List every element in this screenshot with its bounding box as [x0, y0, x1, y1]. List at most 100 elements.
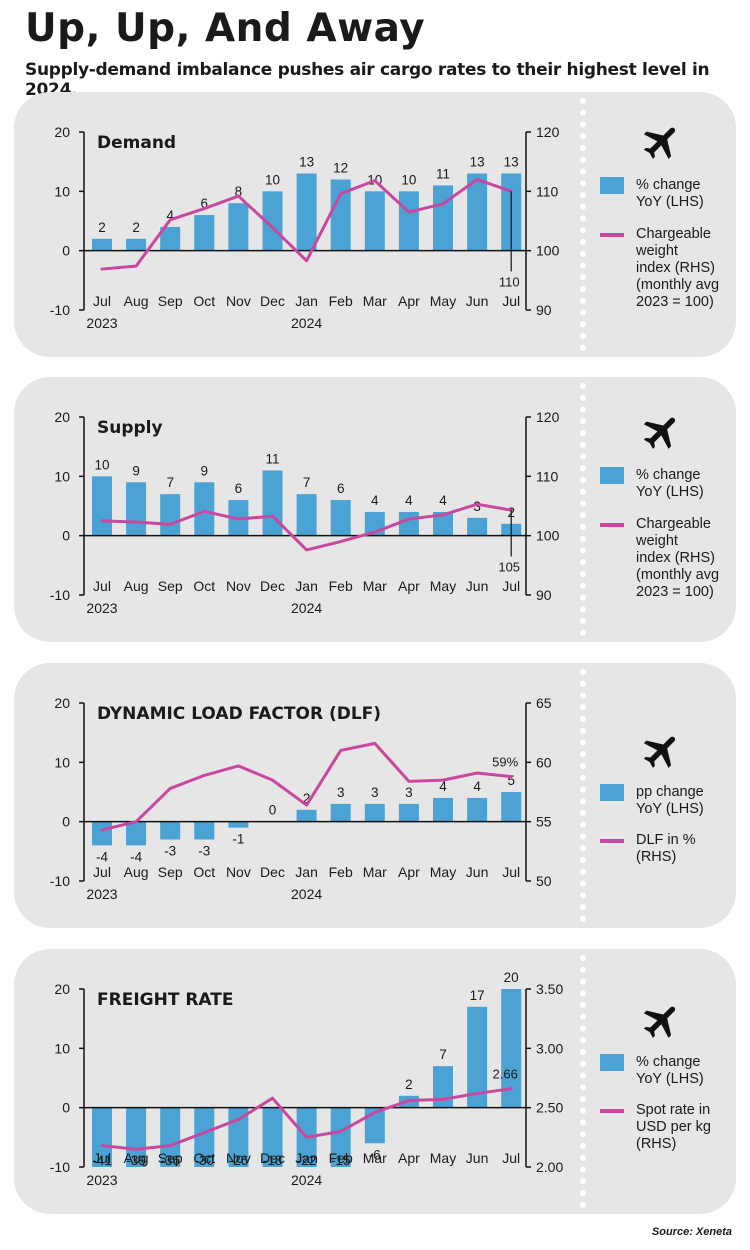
bar-value-label: 10	[265, 172, 280, 187]
legend-label-line: Chargeable weight index (RHS) (monthly a…	[636, 516, 720, 600]
bar-value-label: -3	[198, 843, 210, 858]
line-series	[100, 502, 513, 552]
year-label: 2023	[86, 315, 117, 331]
bar-value-label: 2	[405, 1077, 413, 1092]
lhs-tick-label: 0	[62, 528, 70, 544]
year-label: 2023	[86, 886, 117, 902]
x-tick-label: Jul	[502, 1150, 520, 1166]
legend-item-bars: % change YoY (LHS)	[600, 467, 704, 501]
x-tick-label: Mar	[363, 1150, 387, 1166]
x-tick-label: Dec	[260, 1150, 285, 1166]
bar	[126, 1107, 147, 1167]
bar-value-label: 6	[337, 481, 345, 496]
rhs-tick-label: 90	[536, 302, 552, 318]
page-title: Up, Up, And Away	[25, 6, 426, 51]
chart-freight-rate: FREIGHT RATE-10010202.002.503.003.50-41-…	[50, 970, 564, 1188]
bar-value-label: 11	[436, 166, 450, 181]
bar-value-label: 4	[166, 208, 174, 223]
chart-title: Demand	[97, 133, 176, 153]
legend-label-line: DLF in % (RHS)	[636, 832, 696, 865]
bar-value-label: 13	[470, 155, 485, 170]
x-tick-label: Jun	[466, 578, 489, 594]
bar	[262, 470, 283, 536]
x-tick-label: Mar	[363, 578, 387, 594]
line-end-label: 110	[499, 274, 520, 289]
airplane-icon	[643, 1006, 676, 1038]
bar	[194, 1107, 215, 1167]
x-tick-label: Nov	[226, 293, 251, 309]
bar	[194, 215, 215, 251]
bar-value-label: -41	[92, 1153, 112, 1168]
bar	[92, 238, 112, 251]
lhs-tick-label: 0	[62, 1100, 70, 1116]
bar-value-label: -26	[229, 1153, 249, 1168]
year-label: 2023	[86, 1172, 117, 1188]
bar-value-label: 9	[132, 463, 140, 478]
lhs-tick-label: 10	[54, 1040, 70, 1056]
panel-supply: Supply -10 0 10 20 90 100 110 120 10 9 7 9 6 11 7 6 4 4 4 3 2…	[14, 377, 736, 642]
line-end-label: 2.66	[493, 1067, 518, 1082]
ticket-perforation	[580, 955, 586, 1208]
lhs-tick-label: -10	[50, 873, 70, 889]
chart-title: FREIGHT RATE	[97, 990, 233, 1010]
bar	[467, 517, 488, 536]
bar	[160, 494, 181, 536]
chart-dlf: DYNAMIC LOAD FACTOR (DLF)-10010205055606…	[50, 695, 552, 902]
bar-value-label: 10	[94, 457, 109, 472]
x-tick-label: Jan	[295, 293, 318, 309]
bar	[126, 821, 147, 846]
bar	[398, 191, 419, 251]
bar-value-label: -1	[232, 832, 244, 847]
bar-value-label: -4	[130, 849, 142, 864]
lhs-tick-label: 20	[54, 695, 70, 711]
bar	[228, 203, 249, 251]
source-note: Source: Xeneta	[651, 1226, 732, 1238]
x-tick-label: Jul	[93, 293, 111, 309]
legend-item-line: Chargeable weight index (RHS) (monthly a…	[600, 226, 719, 311]
lhs-tick-label: 10	[54, 468, 70, 484]
rhs-tick-label: 65	[536, 695, 552, 711]
rhs-tick-label: 3.50	[536, 981, 563, 997]
bar	[126, 238, 147, 251]
x-tick-label: Jun	[466, 293, 489, 309]
legend-swatch-line	[600, 1109, 624, 1113]
x-tick-label: Jul	[93, 1150, 111, 1166]
bar	[296, 809, 317, 822]
bar	[330, 500, 351, 536]
x-tick-label: May	[430, 293, 456, 309]
legend-item-bars: % change YoY (LHS)	[600, 1054, 704, 1088]
bar	[92, 476, 112, 536]
bar	[92, 1107, 112, 1167]
x-tick-label: Oct	[193, 1150, 215, 1166]
x-tick-label: Jan	[295, 578, 318, 594]
x-tick-label: Oct	[193, 578, 215, 594]
rhs-tick-label: 110	[536, 183, 559, 199]
airplane-icon	[643, 417, 676, 449]
bar	[160, 226, 181, 251]
ticket-perforation	[580, 383, 586, 636]
bar-value-label: 7	[303, 475, 311, 490]
bar	[296, 173, 317, 251]
x-tick-label: Feb	[329, 578, 353, 594]
bar	[398, 803, 419, 822]
x-tick-label: Feb	[329, 864, 353, 880]
bar-value-label: 2	[303, 791, 311, 806]
legend-label-line: Chargeable weight index (RHS) (monthly a…	[636, 226, 720, 310]
legend-item-bars: pp change YoY (LHS)	[600, 784, 704, 818]
bar	[160, 1107, 181, 1167]
year-label: 2024	[291, 315, 322, 331]
bar	[467, 173, 488, 251]
x-tick-label: Dec	[260, 864, 285, 880]
bar-value-label: 11	[265, 451, 279, 466]
lhs-tick-label: 20	[54, 981, 70, 997]
year-label: 2024	[291, 600, 322, 616]
x-tick-label: Oct	[193, 864, 215, 880]
bar	[160, 821, 181, 840]
bar-value-label: 4	[473, 779, 481, 794]
bar-value-label: 3	[371, 785, 379, 800]
lhs-tick-label: 10	[54, 183, 70, 199]
chart-title: DYNAMIC LOAD FACTOR (DLF)	[97, 704, 381, 724]
bar-value-label: 13	[299, 155, 314, 170]
airplane-icon	[643, 736, 676, 768]
x-tick-label: Jul	[502, 293, 520, 309]
